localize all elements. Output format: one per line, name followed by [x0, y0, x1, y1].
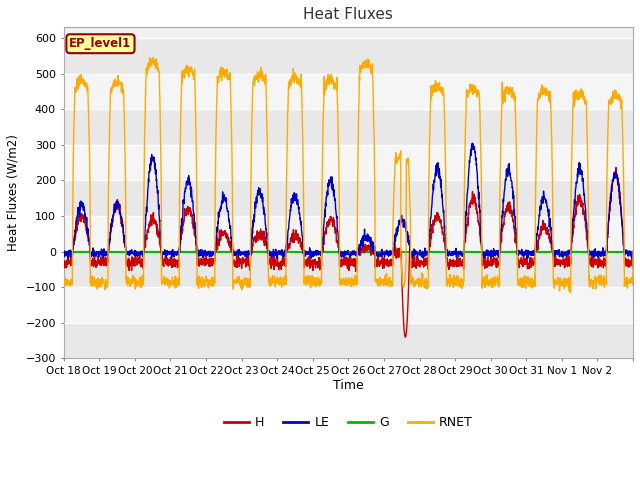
- H: [60, 260, 67, 265]
- LE: [468, 140, 476, 146]
- Legend: H, LE, G, RNET: H, LE, G, RNET: [219, 411, 478, 434]
- Bar: [63, 323, 633, 359]
- RNET: [383, 277, 390, 283]
- Bar: [63, 38, 633, 73]
- X-axis label: Time: Time: [333, 379, 364, 392]
- H: [401, 334, 409, 340]
- G: [554, 249, 562, 255]
- H: [552, 256, 560, 262]
- Title: Heat Fluxes: Heat Fluxes: [303, 7, 394, 22]
- H: [116, 214, 124, 220]
- H: [612, 165, 620, 170]
- RNET: [240, 281, 248, 287]
- H: [621, 261, 629, 267]
- G: [520, 249, 528, 255]
- G: [383, 249, 390, 255]
- RNET: [116, 80, 124, 85]
- RNET: [621, 279, 629, 285]
- Line: LE: LE: [63, 143, 633, 259]
- LE: [621, 249, 629, 255]
- Bar: [63, 216, 633, 252]
- RNET: [60, 277, 67, 283]
- Line: H: H: [63, 168, 633, 337]
- LE: [383, 247, 390, 253]
- RNET: [629, 249, 637, 254]
- LE: [273, 256, 281, 262]
- LE: [629, 249, 637, 254]
- H: [520, 260, 528, 266]
- LE: [60, 250, 67, 255]
- Bar: [63, 109, 633, 145]
- G: [116, 249, 124, 255]
- Bar: [63, 73, 633, 109]
- RNET: [149, 55, 157, 60]
- Line: RNET: RNET: [63, 58, 633, 293]
- H: [383, 263, 390, 268]
- G: [629, 249, 637, 255]
- RNET: [566, 290, 574, 296]
- Bar: [63, 287, 633, 323]
- G: [240, 249, 248, 255]
- Text: EP_level1: EP_level1: [69, 37, 132, 50]
- Bar: [63, 180, 633, 216]
- G: [234, 249, 241, 255]
- LE: [552, 251, 560, 256]
- H: [239, 256, 247, 262]
- Bar: [63, 252, 633, 287]
- LE: [239, 252, 247, 257]
- Bar: [63, 145, 633, 180]
- LE: [116, 211, 124, 216]
- H: [629, 249, 637, 254]
- G: [60, 249, 67, 255]
- LE: [520, 252, 528, 258]
- RNET: [552, 280, 560, 286]
- G: [552, 249, 560, 255]
- G: [621, 249, 629, 255]
- Y-axis label: Heat Fluxes (W/m2): Heat Fluxes (W/m2): [7, 134, 20, 252]
- RNET: [520, 276, 528, 281]
